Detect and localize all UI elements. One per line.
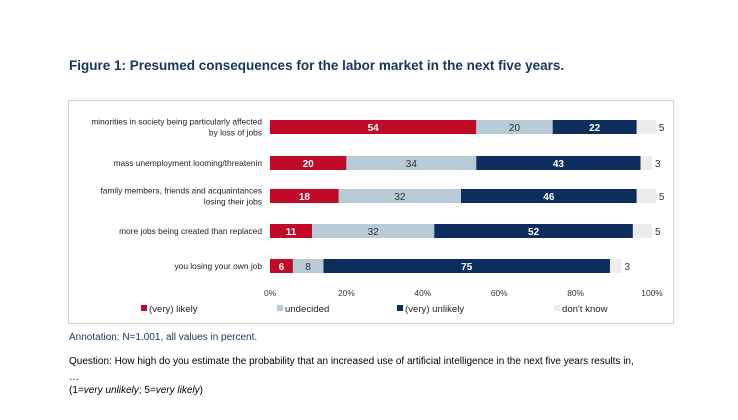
category-label: you losing your own job — [174, 261, 262, 271]
scale-low: very unlikely — [83, 385, 139, 396]
data-label: 75 — [461, 262, 473, 273]
category-label-line: more jobs being created than replaced — [119, 226, 262, 236]
scale-high: very likely — [155, 385, 200, 396]
bar-segment — [338, 189, 461, 203]
legend-swatch — [554, 305, 560, 311]
legend-label: (very) unlikely — [405, 304, 464, 315]
data-label: 5 — [655, 227, 661, 238]
x-tick-label: 0% — [264, 288, 277, 298]
data-label: 46 — [543, 192, 555, 203]
data-label: 5 — [659, 123, 665, 134]
bar-segment — [323, 259, 610, 273]
legend-label: undecided — [285, 304, 329, 315]
bar-segment — [270, 120, 477, 134]
x-tick-label: 20% — [338, 288, 355, 298]
data-label: 5 — [659, 192, 665, 203]
data-label: 52 — [528, 227, 540, 238]
question-ellipsis: … — [69, 372, 79, 383]
bar-segment — [640, 156, 652, 170]
x-tick-label: 60% — [491, 288, 508, 298]
category-label-line: by loss of jobs — [209, 128, 262, 138]
scale-prefix: (1= — [69, 385, 84, 396]
legend-label: (very) likely — [149, 304, 198, 315]
category-label-line: losing their jobs — [204, 197, 262, 207]
data-label: 6 — [279, 262, 285, 273]
data-label: 54 — [368, 123, 380, 134]
x-tick-label: 80% — [567, 288, 584, 298]
category-label: minorities in society being particularly… — [91, 117, 262, 138]
data-label: 11 — [286, 227, 297, 238]
bar-segment — [270, 259, 293, 273]
bar-segment — [461, 189, 637, 203]
data-label: 22 — [589, 123, 601, 134]
data-label: 20 — [303, 159, 315, 170]
bar-segment — [609, 259, 622, 273]
data-label: 3 — [624, 262, 630, 273]
bar-segment — [270, 224, 313, 238]
data-label: 34 — [406, 159, 418, 170]
data-label: 8 — [305, 262, 311, 273]
data-label: 3 — [655, 159, 661, 170]
category-label-line: mass unemployment looming/threatenin — [113, 158, 262, 168]
figure-title: Figure 1: Presumed consequences for the … — [69, 58, 565, 73]
bar-segment — [292, 259, 324, 273]
data-label: 20 — [509, 123, 521, 134]
scale-note: (1=very unlikely; 5=very likely) — [69, 385, 203, 396]
bar-segment — [346, 156, 477, 170]
scale-suffix: ) — [199, 385, 203, 396]
data-label: 18 — [299, 192, 311, 203]
bar-segment — [476, 156, 641, 170]
category-label: more jobs being created than replaced — [119, 226, 262, 236]
category-label-line: you losing your own job — [174, 261, 262, 271]
scale-mid: ; 5= — [138, 385, 156, 396]
data-label: 32 — [368, 227, 380, 238]
annotation-note: Annotation: N=1.001, all values in perce… — [69, 332, 258, 343]
category-label: mass unemployment looming/threatenin — [113, 158, 262, 168]
bar-segment — [476, 120, 553, 134]
stacked-bar-chart: minorities in society being particularly… — [91, 117, 665, 316]
x-tick-label: 40% — [414, 288, 431, 298]
bar-segment — [312, 224, 435, 238]
bar-segment — [552, 120, 637, 134]
legend-swatch — [277, 305, 283, 311]
bar-segment — [632, 224, 652, 238]
category-label-line: minorities in society being particularly… — [91, 117, 262, 127]
data-label: 43 — [553, 159, 565, 170]
bar-segment — [636, 120, 656, 134]
bar-segment — [636, 189, 656, 203]
x-tick-label: 100% — [641, 288, 663, 298]
bar-segment — [270, 189, 339, 203]
chart-frame: minorities in society being particularly… — [68, 100, 674, 324]
bar-segment — [270, 156, 347, 170]
legend-swatch — [141, 305, 147, 311]
data-label: 32 — [394, 192, 406, 203]
category-label: family members, friends and acquaintance… — [100, 186, 262, 207]
question-text: Question: How high do you estimate the p… — [69, 356, 634, 367]
category-label-line: family members, friends and acquaintance… — [100, 186, 262, 196]
legend-swatch — [397, 305, 403, 311]
bar-segment — [434, 224, 633, 238]
legend-label: don't know — [562, 304, 608, 315]
